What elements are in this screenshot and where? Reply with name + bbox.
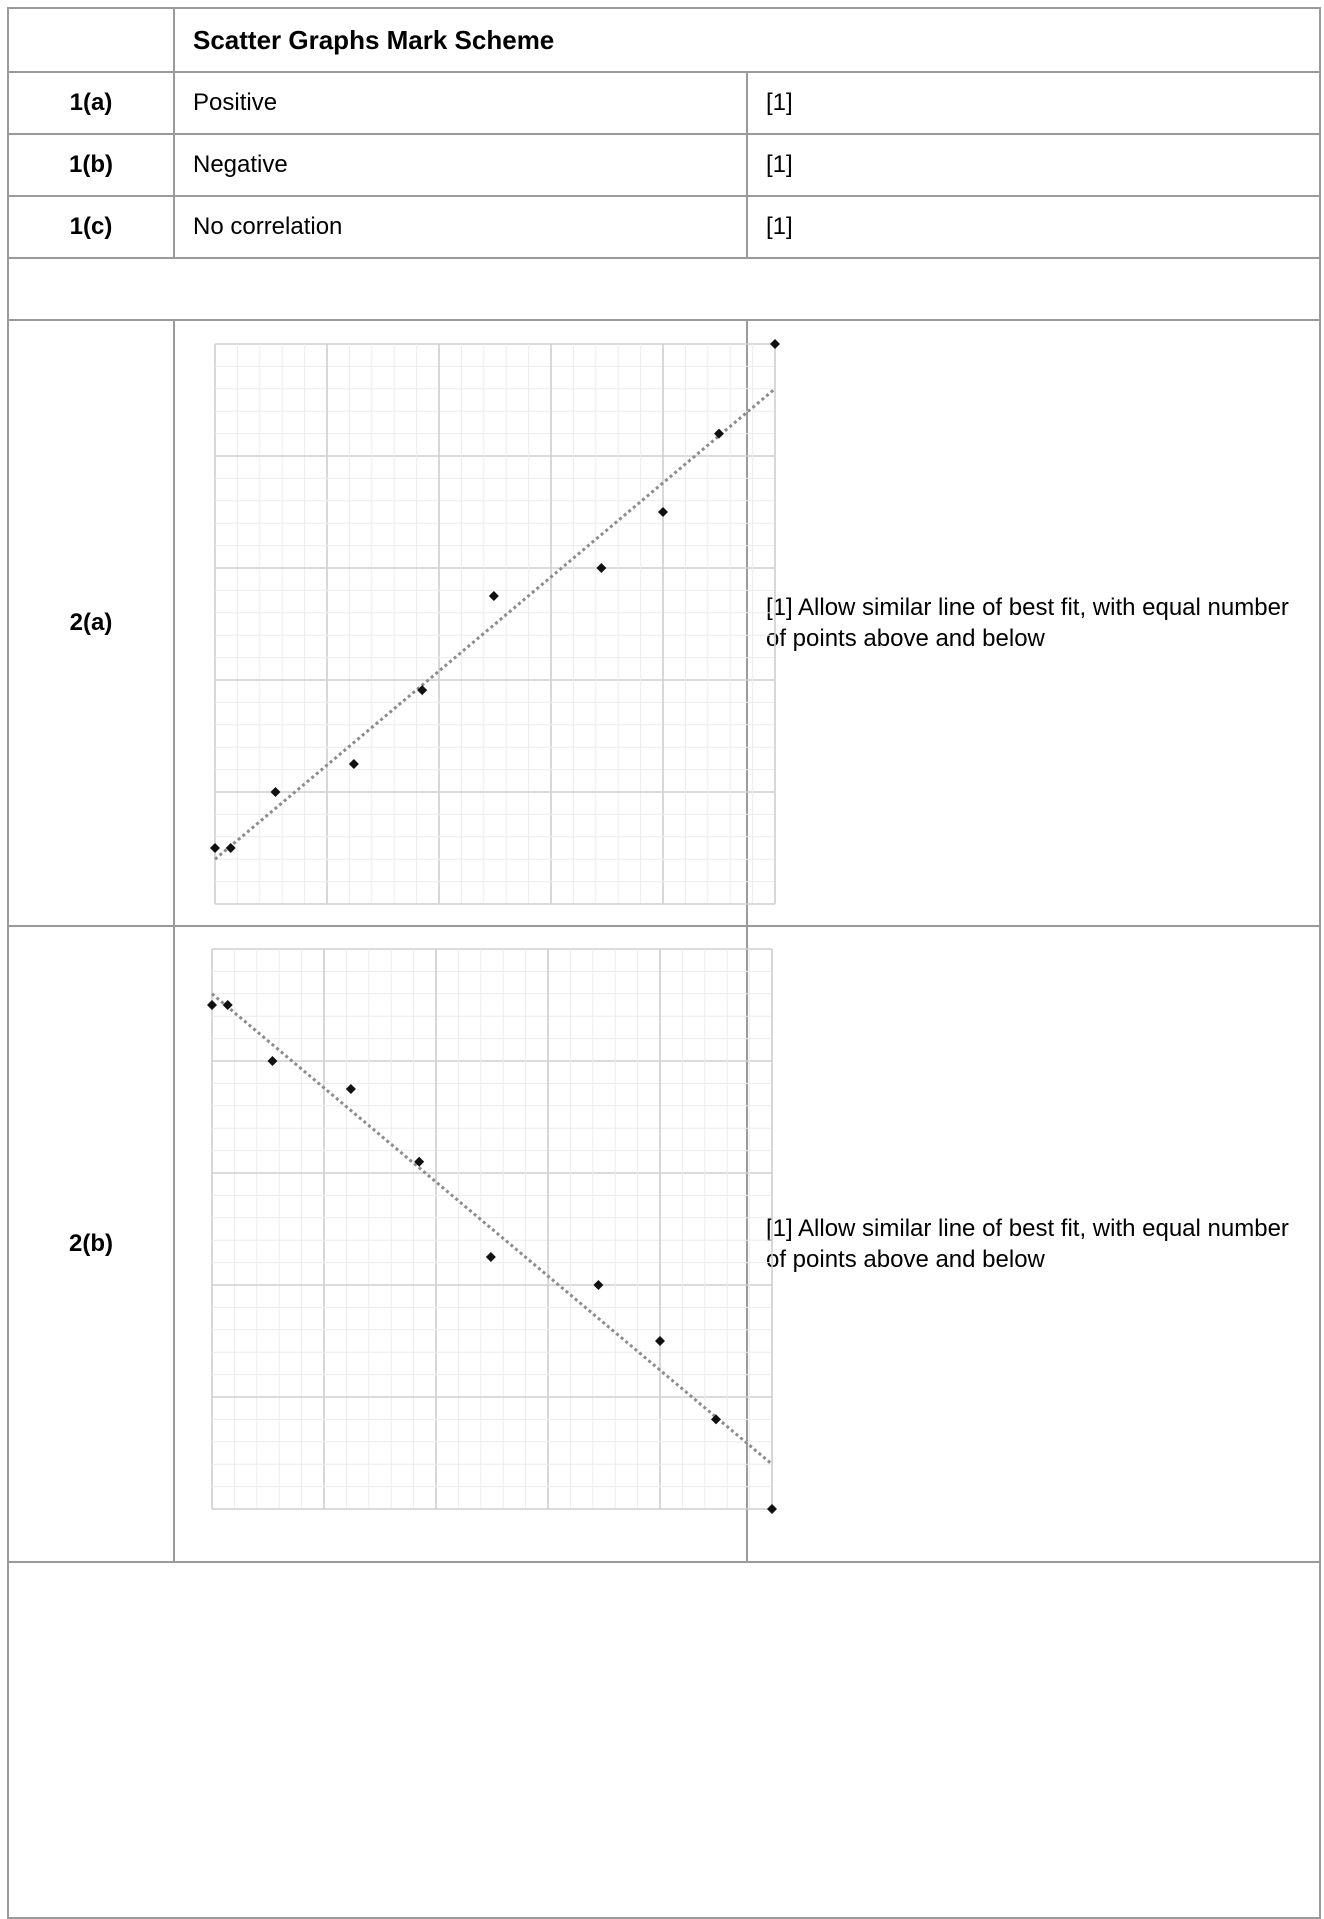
graph-2a-data-point bbox=[210, 843, 220, 853]
graph-2b-data-point bbox=[485, 1252, 496, 1262]
mark-cell: [1] bbox=[746, 133, 1321, 197]
graph-row-2a: 2(a) [1] Allow similar line of best fit,… bbox=[7, 319, 1321, 927]
page-title: Scatter Graphs Mark Scheme bbox=[173, 7, 1321, 73]
graph-2a-line-of-best-fit bbox=[214, 387, 776, 861]
mark-scheme-table: Scatter Graphs Mark Scheme 1(a) Positive… bbox=[7, 7, 1321, 1919]
table-row: 1(b) Negative [1] bbox=[7, 133, 1321, 197]
graph-2b-grid bbox=[211, 948, 773, 1510]
marking-note: [1] Allow similar line of best fit, with… bbox=[746, 925, 1321, 1563]
table-row: 1(a) Positive [1] bbox=[7, 71, 1321, 135]
blank-footer-cell bbox=[7, 1561, 1321, 1919]
graph-2a-grid bbox=[214, 343, 776, 905]
scatter-plot-cell-2a bbox=[173, 319, 780, 927]
mark-cell: [1] bbox=[746, 195, 1321, 259]
question-label: 2(b) bbox=[7, 925, 175, 1563]
scatter-graph-2a bbox=[210, 339, 780, 905]
spacer-cell bbox=[7, 257, 1321, 321]
answer-cell: Positive bbox=[173, 71, 748, 135]
graph-2b-data-point bbox=[207, 1000, 217, 1010]
header-blank-cell bbox=[7, 7, 175, 73]
spacer-row bbox=[7, 257, 1321, 321]
graph-2b-data-point bbox=[593, 1280, 604, 1290]
graph-2a-data-point bbox=[270, 787, 281, 797]
graph-row-2b: 2(b) [1] Allow similar line of best fit,… bbox=[7, 925, 1321, 1563]
graph-2a-data-point bbox=[488, 591, 499, 601]
graph-2b-data-point bbox=[711, 1414, 721, 1425]
table-row: 1(c) No correlation [1] bbox=[7, 195, 1321, 259]
graph-2a-data-point bbox=[596, 563, 607, 573]
graph-2b-data-point bbox=[767, 1504, 777, 1514]
answer-cell: Negative bbox=[173, 133, 748, 197]
table-header-row: Scatter Graphs Mark Scheme bbox=[7, 7, 1321, 73]
graph-2b-data-point bbox=[267, 1056, 278, 1066]
question-label: 1(b) bbox=[7, 133, 175, 197]
graph-2a-data-point bbox=[417, 685, 428, 696]
question-label: 1(a) bbox=[7, 71, 175, 135]
graph-2a-data-point bbox=[225, 843, 236, 853]
graph-2a-data-point bbox=[770, 339, 780, 349]
graph-2a-data-point bbox=[658, 507, 668, 517]
marking-note: [1] Allow similar line of best fit, with… bbox=[746, 319, 1321, 927]
graph-2a-data-point bbox=[348, 759, 359, 769]
mark-cell: [1] bbox=[746, 71, 1321, 135]
graph-2b-data-point bbox=[222, 1000, 233, 1010]
scatter-plot-cell-2b bbox=[173, 925, 777, 1563]
graph-2b-data-point bbox=[655, 1336, 665, 1346]
scatter-graph-2b bbox=[207, 948, 777, 1514]
blank-footer-row bbox=[7, 1561, 1321, 1919]
graph-2b-data-point bbox=[414, 1156, 425, 1167]
graph-2b-data-point bbox=[345, 1084, 356, 1094]
graph-2a-data-point bbox=[714, 428, 724, 439]
graph-2b-line-of-best-fit bbox=[211, 992, 773, 1466]
question-label: 1(c) bbox=[7, 195, 175, 259]
question-label: 2(a) bbox=[7, 319, 175, 927]
answer-cell: No correlation bbox=[173, 195, 748, 259]
